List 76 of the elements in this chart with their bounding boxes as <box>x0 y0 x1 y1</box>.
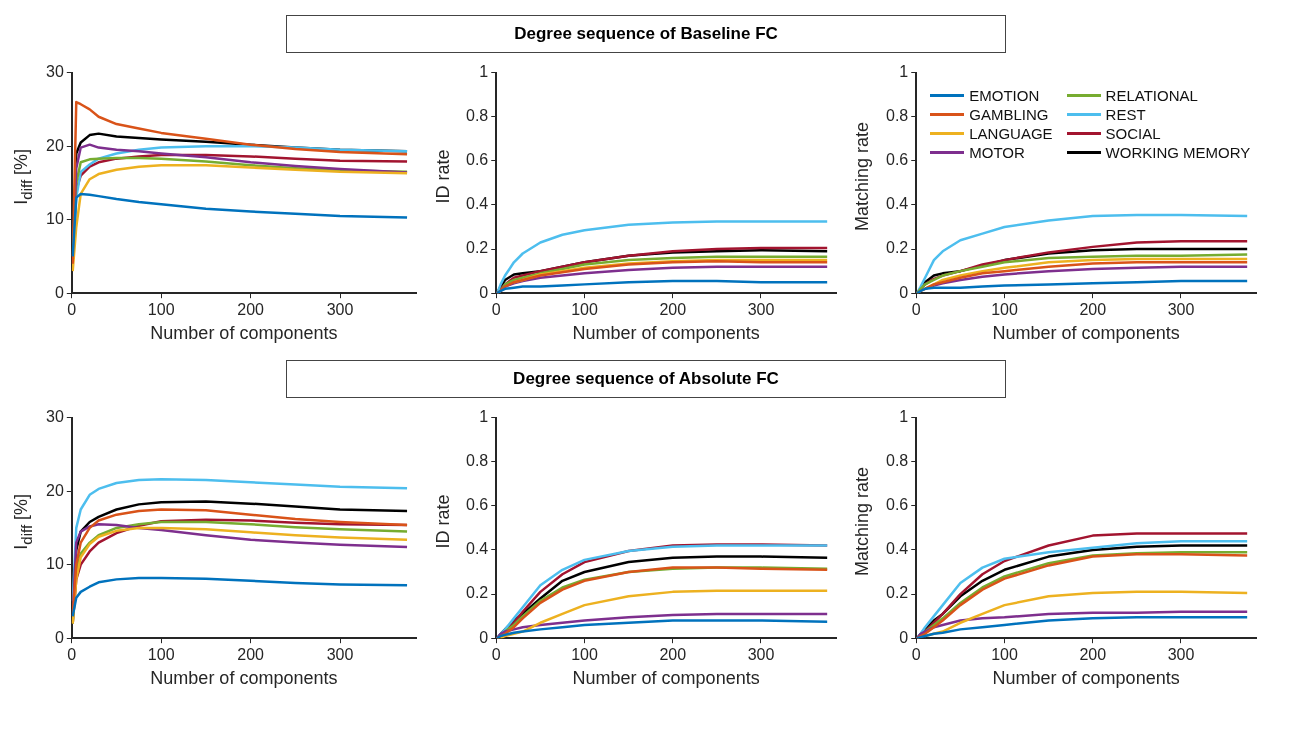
y-tick-label: 0.4 <box>465 540 489 558</box>
y-tick-label: 20 <box>46 481 64 499</box>
y-tick-label: 0.6 <box>465 496 489 514</box>
y-tick-label: 0.2 <box>885 584 909 602</box>
y-tick-label: 0 <box>899 628 909 646</box>
x-axis-title: Number of components <box>992 323 1180 344</box>
x-tick-label: 0 <box>67 646 77 664</box>
legend-label: REST <box>1105 105 1146 123</box>
y-axis-title: ID rate <box>432 149 454 204</box>
x-axis-title: Number of components <box>992 668 1180 689</box>
x-axis-title: Number of components <box>150 323 338 344</box>
y-tick-label: 20 <box>46 136 64 154</box>
y-tick-label: 0 <box>479 628 489 646</box>
y-tick-label: 0.8 <box>885 107 909 125</box>
x-tick-label: 100 <box>571 646 598 664</box>
x-axis-title: Number of components <box>572 668 760 689</box>
x-axis-title: Number of components <box>150 668 338 689</box>
y-tick-label: 30 <box>46 408 64 426</box>
x-tick-label: 0 <box>67 301 77 319</box>
y-tick-label: 0.4 <box>885 540 909 558</box>
y-tick-label: 0.8 <box>885 452 909 470</box>
legend-label: RELATIONAL <box>1105 86 1198 104</box>
y-tick-label: 1 <box>479 63 489 81</box>
x-tick-label: 300 <box>326 301 354 319</box>
x-tick-label: 200 <box>1079 301 1107 319</box>
x-axis-title: Number of components <box>572 323 760 344</box>
x-tick-label: 100 <box>147 646 175 664</box>
x-tick-label: 0 <box>911 301 921 319</box>
y-tick-label: 0.6 <box>885 496 909 514</box>
x-tick-label: 0 <box>911 646 921 664</box>
y-tick-label: 10 <box>46 210 64 228</box>
x-tick-label: 100 <box>991 646 1018 664</box>
x-tick-label: 300 <box>326 646 354 664</box>
y-tick-label: 0 <box>54 628 64 646</box>
y-tick-label: 0.2 <box>465 584 489 602</box>
x-tick-label: 200 <box>659 301 687 319</box>
y-tick-label: 30 <box>46 63 64 81</box>
x-tick-label: 100 <box>147 301 175 319</box>
x-tick-label: 300 <box>747 301 775 319</box>
chart-title: Degree sequence of Absolute FC <box>286 360 1006 398</box>
legend-label: GAMBLING <box>969 105 1049 123</box>
x-tick-label: 0 <box>491 301 501 319</box>
y-tick-label: 1 <box>899 63 909 81</box>
y-tick-label: 0 <box>54 283 64 301</box>
x-tick-label: 100 <box>571 301 598 319</box>
legend-label: MOTOR <box>969 143 1025 161</box>
y-tick-label: 0.4 <box>885 195 909 213</box>
x-tick-label: 300 <box>1167 646 1195 664</box>
x-tick-label: 300 <box>747 646 775 664</box>
y-tick-label: 0.6 <box>465 151 489 169</box>
x-tick-label: 200 <box>237 646 265 664</box>
y-tick-label: 10 <box>46 555 64 573</box>
legend-label: SOCIAL <box>1105 124 1161 142</box>
chart-title: Degree sequence of Baseline FC <box>286 15 1006 53</box>
y-tick-label: 0.2 <box>885 239 909 257</box>
x-tick-label: 100 <box>991 301 1018 319</box>
y-axis-title: ID rate <box>432 494 454 549</box>
x-tick-label: 0 <box>491 646 501 664</box>
legend-label: WORKING MEMORY <box>1105 143 1251 161</box>
legend-label: EMOTION <box>969 86 1040 104</box>
x-tick-label: 300 <box>1167 301 1195 319</box>
y-axis-title: Matching rate <box>852 467 874 577</box>
y-tick-label: 1 <box>479 408 489 426</box>
y-tick-label: 1 <box>899 408 909 426</box>
y-tick-label: 0.8 <box>465 107 489 125</box>
y-axis-title: Matching rate <box>852 122 874 232</box>
x-tick-label: 200 <box>237 301 265 319</box>
y-tick-label: 0.6 <box>885 151 909 169</box>
x-tick-label: 200 <box>659 646 687 664</box>
legend-label: LANGUAGE <box>969 124 1053 142</box>
y-tick-label: 0.2 <box>465 239 489 257</box>
y-tick-label: 0.8 <box>465 452 489 470</box>
x-tick-label: 200 <box>1079 646 1107 664</box>
y-tick-label: 0 <box>479 283 489 301</box>
y-tick-label: 0 <box>899 283 909 301</box>
y-tick-label: 0.4 <box>465 195 489 213</box>
